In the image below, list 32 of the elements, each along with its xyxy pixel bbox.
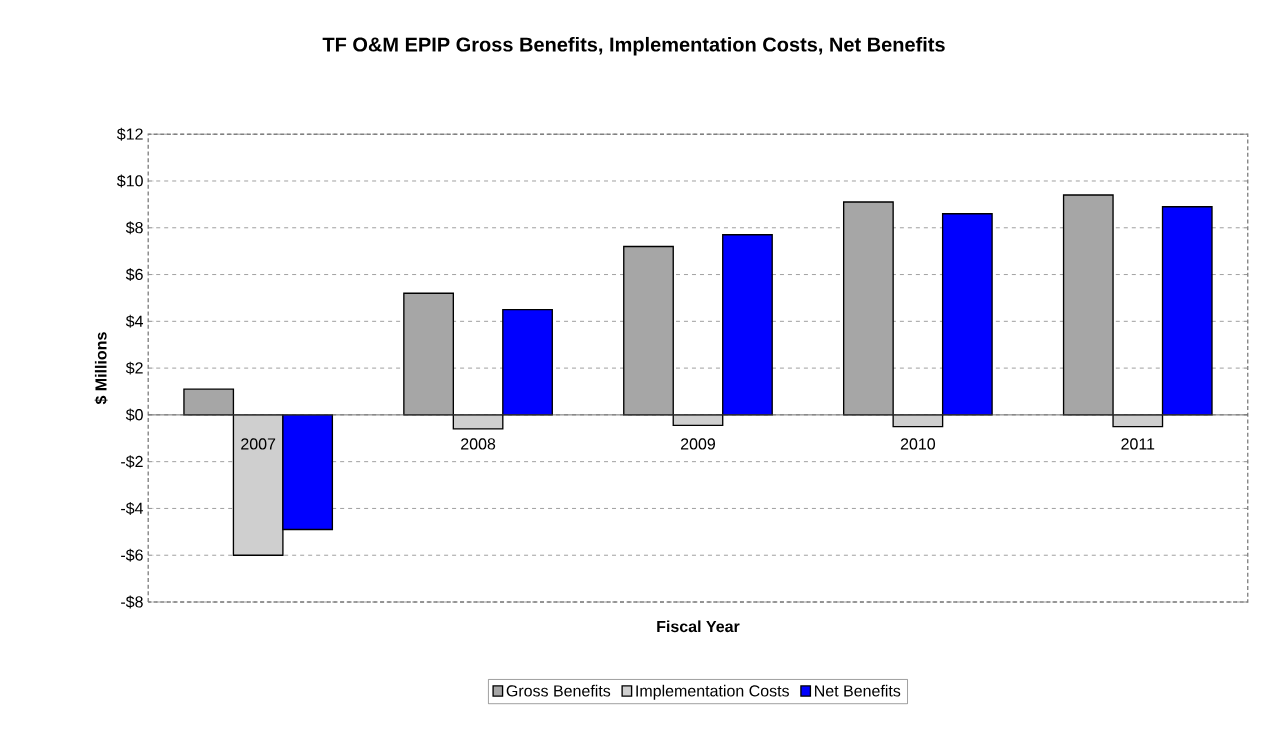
y-tick-label: -$2 [121,455,143,469]
y-tick-label: $4 [125,314,144,328]
bar [623,245,674,416]
bar [183,388,235,416]
bar [1062,194,1114,416]
bar [452,414,504,430]
x-tick-label: 2010 [900,438,936,450]
bar [1161,205,1213,416]
y-tick-label: $0 [125,408,143,422]
bar [842,201,894,416]
y-axis-title: $ Millions [94,332,108,405]
y-tick-label: -$8 [121,595,143,609]
y-tick-label: $12 [116,127,143,141]
y-tick-label: $10 [116,174,143,188]
bar [941,212,993,416]
bar [403,292,454,416]
y-tick-label: -$4 [121,501,144,515]
bar [502,308,553,416]
y-tick-label: $2 [125,361,143,375]
x-tick-label: 2009 [680,438,715,450]
y-tick-label: $8 [125,221,143,235]
legend-label: Net Benefits [815,684,901,697]
x-tick-label: 2011 [1121,438,1155,450]
y-tick-label: -$6 [121,548,143,562]
legend-label: Gross Benefits [506,684,611,697]
x-axis-title: Fiscal Year [657,620,740,633]
y-tick-label: $6 [125,267,143,281]
x-tick-label: 2008 [461,438,496,450]
chart-title: TF O&M EPIP Gross Benefits, Implementation Costs, Net Benefits [322,36,945,56]
x-tick-label: 2007 [241,438,276,450]
bar [722,234,773,416]
legend-label: Implementation Costs [636,684,789,700]
